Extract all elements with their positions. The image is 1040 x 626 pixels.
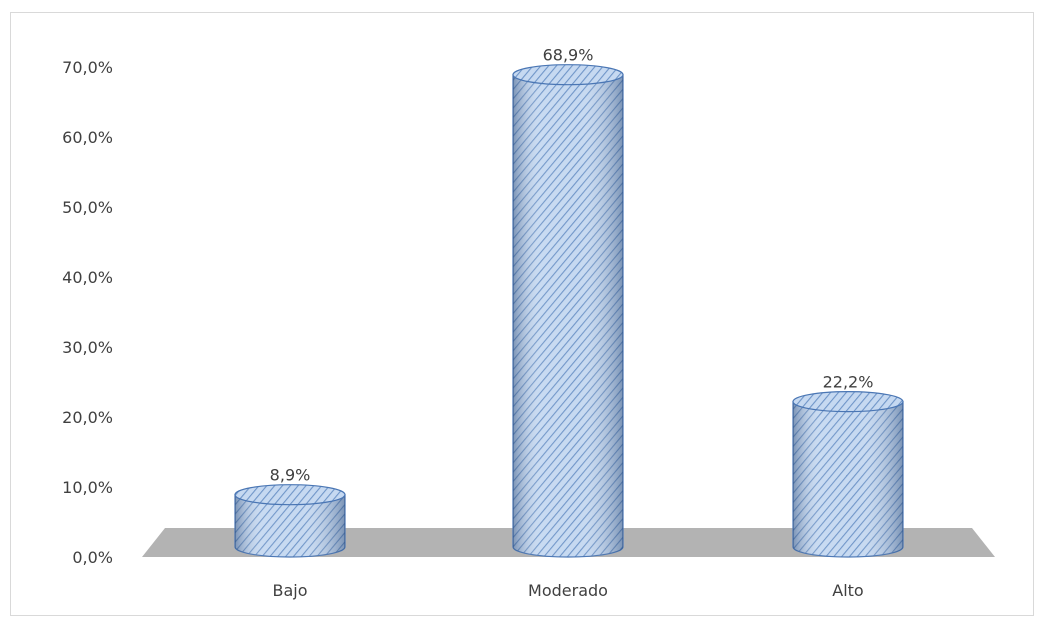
- bar-moderado: [512, 64, 624, 558]
- x-category-label: Alto: [832, 581, 863, 600]
- y-tick-label: 60,0%: [62, 128, 113, 147]
- y-tick-label: 20,0%: [62, 408, 113, 427]
- y-tick-label: 40,0%: [62, 268, 113, 287]
- y-tick-label: 30,0%: [62, 338, 113, 357]
- x-category-label: Moderado: [528, 581, 608, 600]
- y-tick-label: 10,0%: [62, 478, 113, 497]
- data-label: 68,9%: [543, 46, 594, 65]
- x-category-label: Bajo: [272, 581, 307, 600]
- bar-alto: [792, 391, 904, 558]
- bar-shading: [235, 494, 345, 557]
- bar-shading: [513, 74, 623, 557]
- bar-top: [792, 391, 904, 413]
- y-tick-label: 70,0%: [62, 58, 113, 77]
- bar-top: [512, 64, 624, 86]
- data-label: 8,9%: [270, 466, 311, 485]
- data-label: 22,2%: [823, 373, 874, 392]
- bar-shading: [793, 401, 903, 557]
- y-tick-label: 0,0%: [72, 548, 113, 567]
- y-tick-label: 50,0%: [62, 198, 113, 217]
- bar-bajo: [234, 484, 346, 558]
- bar-top: [234, 484, 346, 506]
